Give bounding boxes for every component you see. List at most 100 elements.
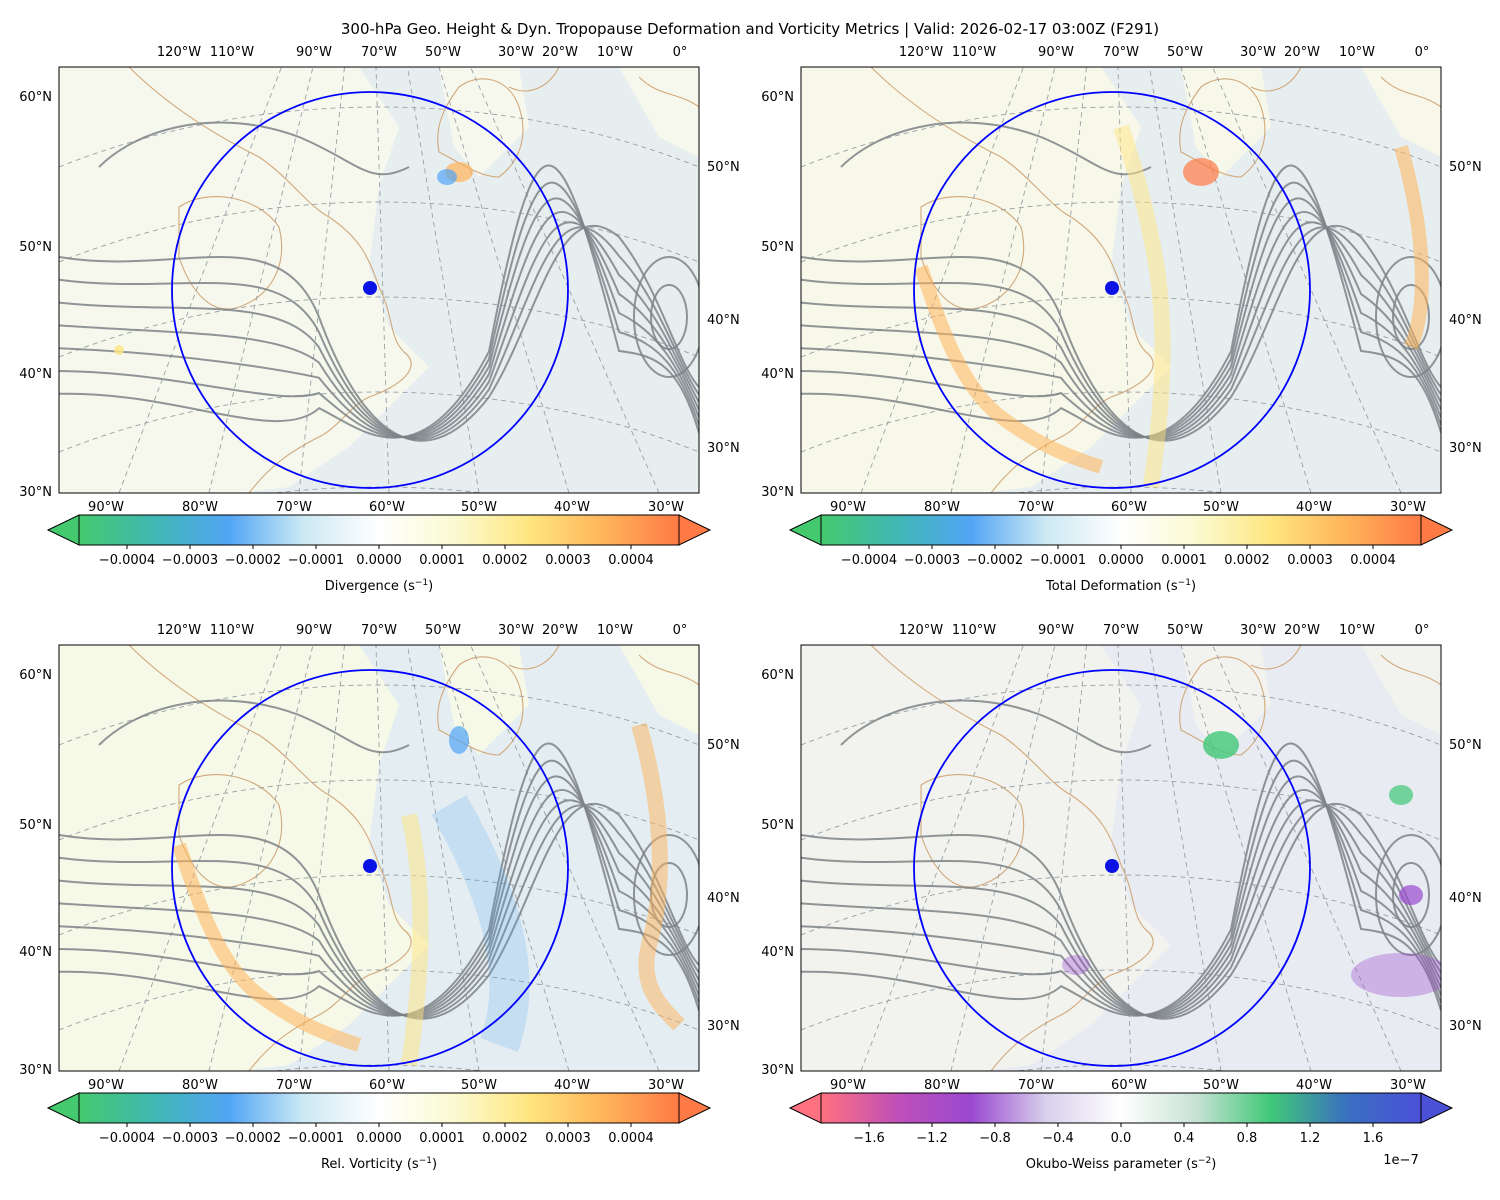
colorbar-tick-label: 0.0000 bbox=[356, 1131, 402, 1146]
lon-label-top: 20°W bbox=[1284, 45, 1320, 60]
height-contour bbox=[59, 788, 699, 1017]
map-frame bbox=[58, 644, 700, 1072]
lon-label-bottom: 40°W bbox=[1296, 1078, 1332, 1093]
europe-fill bbox=[619, 67, 699, 157]
lon-label-top: 50°W bbox=[1167, 623, 1203, 638]
height-contour bbox=[633, 256, 699, 378]
land-fill bbox=[59, 67, 429, 493]
lon-label-top: 50°W bbox=[1167, 45, 1203, 60]
height-contour bbox=[59, 210, 699, 439]
height-contour bbox=[59, 181, 699, 439]
lon-label-bottom: 30°W bbox=[1390, 500, 1426, 515]
coastline bbox=[1380, 654, 1441, 686]
lon-label-top: 30°W bbox=[1240, 623, 1276, 638]
height-contour bbox=[840, 699, 1152, 754]
lon-label-bottom: 70°W bbox=[1018, 500, 1054, 515]
lon-label-bottom: 80°W bbox=[182, 1078, 218, 1093]
lon-label-top: 20°W bbox=[1284, 623, 1320, 638]
height-contour bbox=[840, 121, 1152, 176]
height-contour bbox=[801, 742, 1441, 1017]
analysis-ring bbox=[913, 669, 1311, 1067]
colorbar-tick-label: 0.0004 bbox=[608, 1131, 654, 1146]
okubo-weiss-min bbox=[1351, 953, 1441, 997]
colorbar-tick-label: 0.0002 bbox=[1224, 553, 1270, 568]
vorticity-min bbox=[449, 726, 469, 754]
lon-label-top: 30°W bbox=[1240, 45, 1276, 60]
colorbar-tick-label: 0.0001 bbox=[419, 553, 465, 568]
graticule-meridian bbox=[375, 67, 390, 493]
colorbar-extend-high bbox=[1420, 514, 1454, 546]
colorbar-bar bbox=[820, 1092, 1422, 1124]
height-contour bbox=[801, 210, 1441, 439]
lon-label-top: 0° bbox=[1415, 623, 1430, 638]
height-contour bbox=[98, 121, 410, 176]
colorbar-tick-label: 0.0000 bbox=[1098, 553, 1144, 568]
lon-label-top: 0° bbox=[1415, 45, 1430, 60]
deformation-band bbox=[1113, 124, 1171, 489]
deformation-band bbox=[1394, 145, 1429, 350]
lon-label-bottom: 70°W bbox=[1018, 1078, 1054, 1093]
height-contour bbox=[59, 226, 699, 441]
colorbar-relative-vorticity: −0.0004 −0.0003 −0.0002 −0.0001 0.0000 0.0001… bbox=[46, 1092, 712, 1172]
greenland-fill bbox=[439, 67, 529, 177]
center-marker bbox=[1105, 859, 1119, 873]
lon-label-top: 90°W bbox=[296, 623, 332, 638]
lat-label-left: 50°N bbox=[761, 240, 794, 255]
colorbar-tick-label: −1.6 bbox=[853, 1131, 885, 1146]
center-marker bbox=[363, 281, 377, 295]
lat-label-left: 40°N bbox=[19, 367, 52, 382]
colorbar-tick-label: 0.0 bbox=[1111, 1131, 1132, 1146]
vorticity-band bbox=[172, 842, 362, 1052]
height-contour bbox=[59, 802, 699, 1020]
europe-fill bbox=[1361, 67, 1441, 157]
lon-label-top: 30°W bbox=[498, 623, 534, 638]
graticule-meridian bbox=[118, 645, 282, 1071]
colorbar-tick-label: −0.0003 bbox=[904, 553, 960, 568]
lat-label-left: 40°N bbox=[19, 945, 52, 960]
graticule-meridian bbox=[1117, 645, 1132, 1071]
graticule-parallel bbox=[801, 201, 1441, 263]
colorbar-tick-label: −0.8 bbox=[979, 1131, 1011, 1146]
colorbar-offset-text: 1e−7 bbox=[1383, 1153, 1418, 1168]
lon-label-bottom: 90°W bbox=[830, 1078, 866, 1093]
graticule-meridian bbox=[375, 645, 390, 1071]
colorbar-tick-label: 0.0004 bbox=[608, 553, 654, 568]
coastline bbox=[638, 76, 699, 108]
lat-label-left: 40°N bbox=[761, 367, 794, 382]
lon-label-top: 110°W bbox=[210, 45, 254, 60]
lon-label-top: 20°W bbox=[542, 45, 578, 60]
height-contour bbox=[801, 775, 1441, 1016]
colorbar-tick-label: −0.0002 bbox=[225, 553, 281, 568]
lon-label-top: 50°W bbox=[425, 623, 461, 638]
lat-label-right: 30°N bbox=[1449, 1019, 1482, 1034]
lat-label-right: 50°N bbox=[1449, 160, 1482, 175]
okubo-weiss-min bbox=[1062, 955, 1090, 975]
greenland-fill bbox=[1181, 645, 1271, 755]
graticule-parallel bbox=[59, 201, 699, 263]
colorbar-tick-label: −0.0001 bbox=[288, 1131, 344, 1146]
lon-label-top: 90°W bbox=[1038, 45, 1074, 60]
lat-label-right: 40°N bbox=[1449, 313, 1482, 328]
colorbar-tick-label: 1.2 bbox=[1300, 1131, 1321, 1146]
lon-label-bottom: 50°W bbox=[1203, 1078, 1239, 1093]
colorbar-bar bbox=[820, 514, 1422, 546]
map-frame bbox=[58, 66, 700, 494]
colorbar-tick-label: 0.0002 bbox=[482, 1131, 528, 1146]
colorbar-tick-label: 0.4 bbox=[1174, 1131, 1195, 1146]
colorbar-tick-label: 0.0003 bbox=[545, 553, 591, 568]
lat-label-left: 30°N bbox=[19, 485, 52, 500]
lat-label-left: 40°N bbox=[761, 945, 794, 960]
coastline bbox=[437, 78, 524, 178]
graticule-meridian bbox=[950, 67, 1056, 493]
lat-label-right: 50°N bbox=[707, 738, 740, 753]
height-contour bbox=[1375, 256, 1441, 378]
coastline bbox=[128, 67, 412, 493]
height-contour bbox=[59, 775, 699, 1016]
height-contour bbox=[59, 224, 699, 442]
lon-label-top: 90°W bbox=[1038, 623, 1074, 638]
colorbar-bar bbox=[78, 514, 680, 546]
coastline bbox=[1179, 78, 1266, 178]
lon-label-bottom: 40°W bbox=[554, 500, 590, 515]
colorbar-tick-label: 0.0001 bbox=[419, 1131, 465, 1146]
height-contour bbox=[801, 181, 1441, 439]
